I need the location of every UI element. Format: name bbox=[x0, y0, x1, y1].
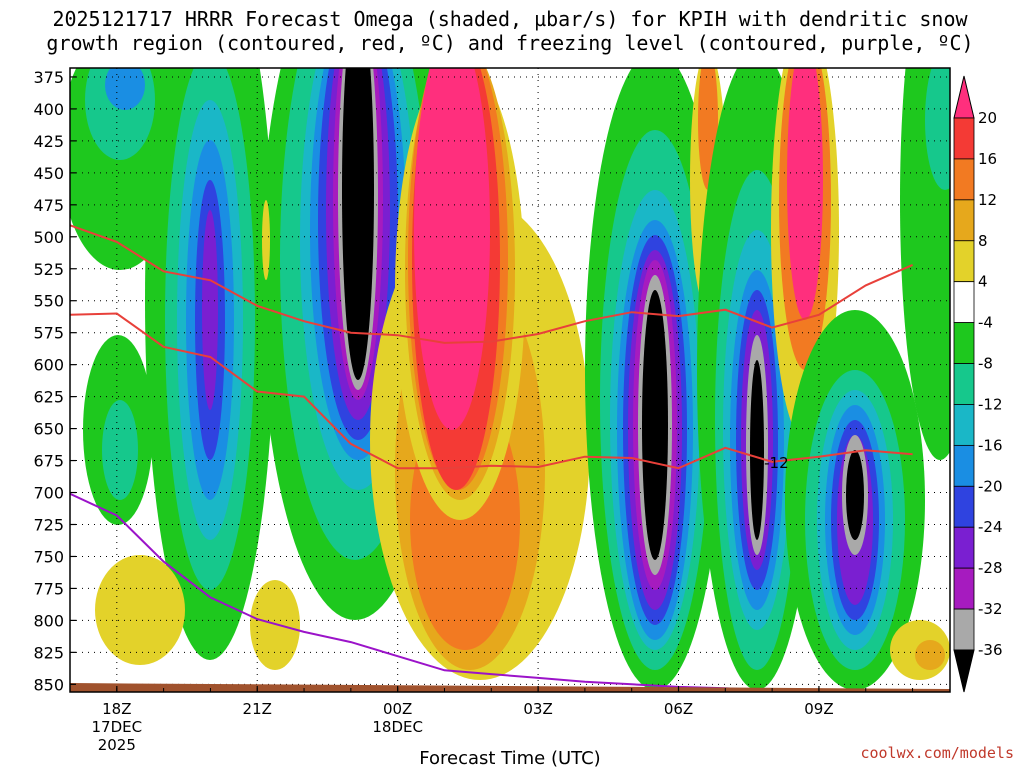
colorbar-label: -24 bbox=[978, 518, 1003, 536]
colorbar: 20 16 12 8 4 -4 -8 -12 -16 -20 -24 -28 -32 -36 bbox=[953, 75, 1003, 693]
x-axis-label: Forecast Time (UTC) bbox=[419, 748, 600, 768]
y-tick-label: 650 bbox=[33, 420, 64, 439]
y-tick-label: 575 bbox=[33, 324, 64, 343]
colorbar-label: -32 bbox=[978, 600, 1003, 618]
colorbar-label: -36 bbox=[978, 641, 1003, 659]
omega-blob bbox=[915, 640, 945, 670]
colorbar-segment bbox=[953, 199, 975, 242]
colorbar-label: -28 bbox=[978, 559, 1003, 577]
colorbar-segment bbox=[953, 117, 975, 160]
x-tick-label: 00Z bbox=[383, 700, 412, 718]
colorbar-label: 4 bbox=[978, 273, 988, 291]
omega-blob bbox=[262, 200, 270, 280]
omega-blob bbox=[95, 555, 185, 665]
colorbar-segment bbox=[953, 526, 975, 569]
y-tick-label: 825 bbox=[33, 643, 64, 662]
colorbar-segment bbox=[953, 608, 975, 651]
x-tick-label: 18Z bbox=[102, 700, 131, 718]
colorbar-segment bbox=[953, 281, 975, 324]
y-tick-label: 775 bbox=[33, 579, 64, 598]
omega-blob bbox=[750, 360, 764, 540]
contour-dgz_lower bbox=[70, 312, 913, 470]
contour-lines: -12 bbox=[70, 224, 914, 692]
colorbar-label: 12 bbox=[978, 191, 997, 209]
colorbar-segment bbox=[953, 404, 975, 446]
omega-shading bbox=[70, 68, 950, 690]
colorbar-bottom-arrow bbox=[953, 649, 975, 693]
x-tick-sublabel: 17DEC bbox=[92, 718, 143, 736]
colorbar-label: -20 bbox=[978, 477, 1003, 495]
omega-blob bbox=[202, 210, 218, 410]
y-axis-ticks: 375 400 425 450 475 500 525 550 575 600 625 650 675 7… bbox=[33, 68, 76, 694]
colorbar-top-arrow bbox=[953, 75, 975, 119]
y-tick-label: 675 bbox=[33, 452, 64, 471]
colorbar-label: -8 bbox=[978, 355, 993, 373]
x-tick-label: 21Z bbox=[243, 700, 272, 718]
x-tick-sublabel: 18DEC bbox=[372, 718, 423, 736]
y-tick-label: 450 bbox=[33, 164, 64, 183]
colorbar-label: 16 bbox=[978, 150, 997, 168]
omega-blob bbox=[846, 450, 864, 540]
y-tick-label: 425 bbox=[33, 132, 64, 151]
chart-title: 2025121717 HRRR Forecast Omega (shaded, … bbox=[52, 7, 968, 31]
colorbar-segment bbox=[953, 567, 975, 610]
colorbar-label: -12 bbox=[978, 395, 1003, 413]
y-tick-label: 725 bbox=[33, 515, 64, 534]
omega-blob bbox=[414, 68, 490, 430]
y-tick-label: 500 bbox=[33, 228, 64, 247]
omega-blob bbox=[342, 68, 374, 380]
y-tick-label: 800 bbox=[33, 611, 64, 630]
credit-text: coolwx.com/models bbox=[860, 744, 1014, 762]
omega-blob bbox=[787, 68, 823, 320]
y-tick-label: 525 bbox=[33, 260, 64, 279]
x-tick-label: 03Z bbox=[523, 700, 552, 718]
contour-label: -12 bbox=[764, 454, 789, 472]
contour-dgz_upper bbox=[70, 224, 914, 344]
x-tick-label: 09Z bbox=[804, 700, 833, 718]
colorbar-segment bbox=[953, 485, 975, 528]
colorbar-segment bbox=[953, 444, 975, 487]
y-tick-label: 375 bbox=[33, 68, 64, 87]
omega-blob bbox=[102, 400, 138, 500]
chart-title-line2: growth region (contoured, red, ºC) and f… bbox=[46, 31, 973, 55]
colorbar-segment bbox=[953, 158, 975, 201]
colorbar-label: 20 bbox=[978, 109, 997, 127]
colorbar-segment bbox=[953, 322, 975, 364]
x-tick-label: 06Z bbox=[664, 700, 693, 718]
plot-frame bbox=[69, 67, 951, 693]
omega-blob bbox=[105, 68, 145, 110]
colorbar-segment bbox=[953, 240, 975, 283]
grid-lines bbox=[70, 68, 950, 692]
colorbar-label: -16 bbox=[978, 436, 1003, 454]
y-tick-label: 625 bbox=[33, 388, 64, 407]
y-tick-label: 400 bbox=[33, 100, 64, 119]
omega-blob bbox=[925, 68, 950, 190]
x-tick-year-label: 2025 bbox=[98, 736, 136, 754]
contour-freezing_level bbox=[70, 492, 773, 692]
colorbar-label: -4 bbox=[978, 314, 993, 332]
y-tick-label: 750 bbox=[33, 547, 64, 566]
terrain-fill bbox=[70, 683, 950, 692]
y-tick-label: 700 bbox=[33, 484, 64, 503]
y-tick-label: 550 bbox=[33, 292, 64, 311]
y-tick-label: 475 bbox=[33, 196, 64, 215]
colorbar-label: 8 bbox=[978, 232, 988, 250]
y-tick-label: 600 bbox=[33, 356, 64, 375]
y-tick-label: 850 bbox=[33, 675, 64, 694]
colorbar-segment bbox=[953, 363, 975, 405]
plot-area: -12 bbox=[70, 68, 950, 692]
omega-blob bbox=[642, 290, 668, 560]
